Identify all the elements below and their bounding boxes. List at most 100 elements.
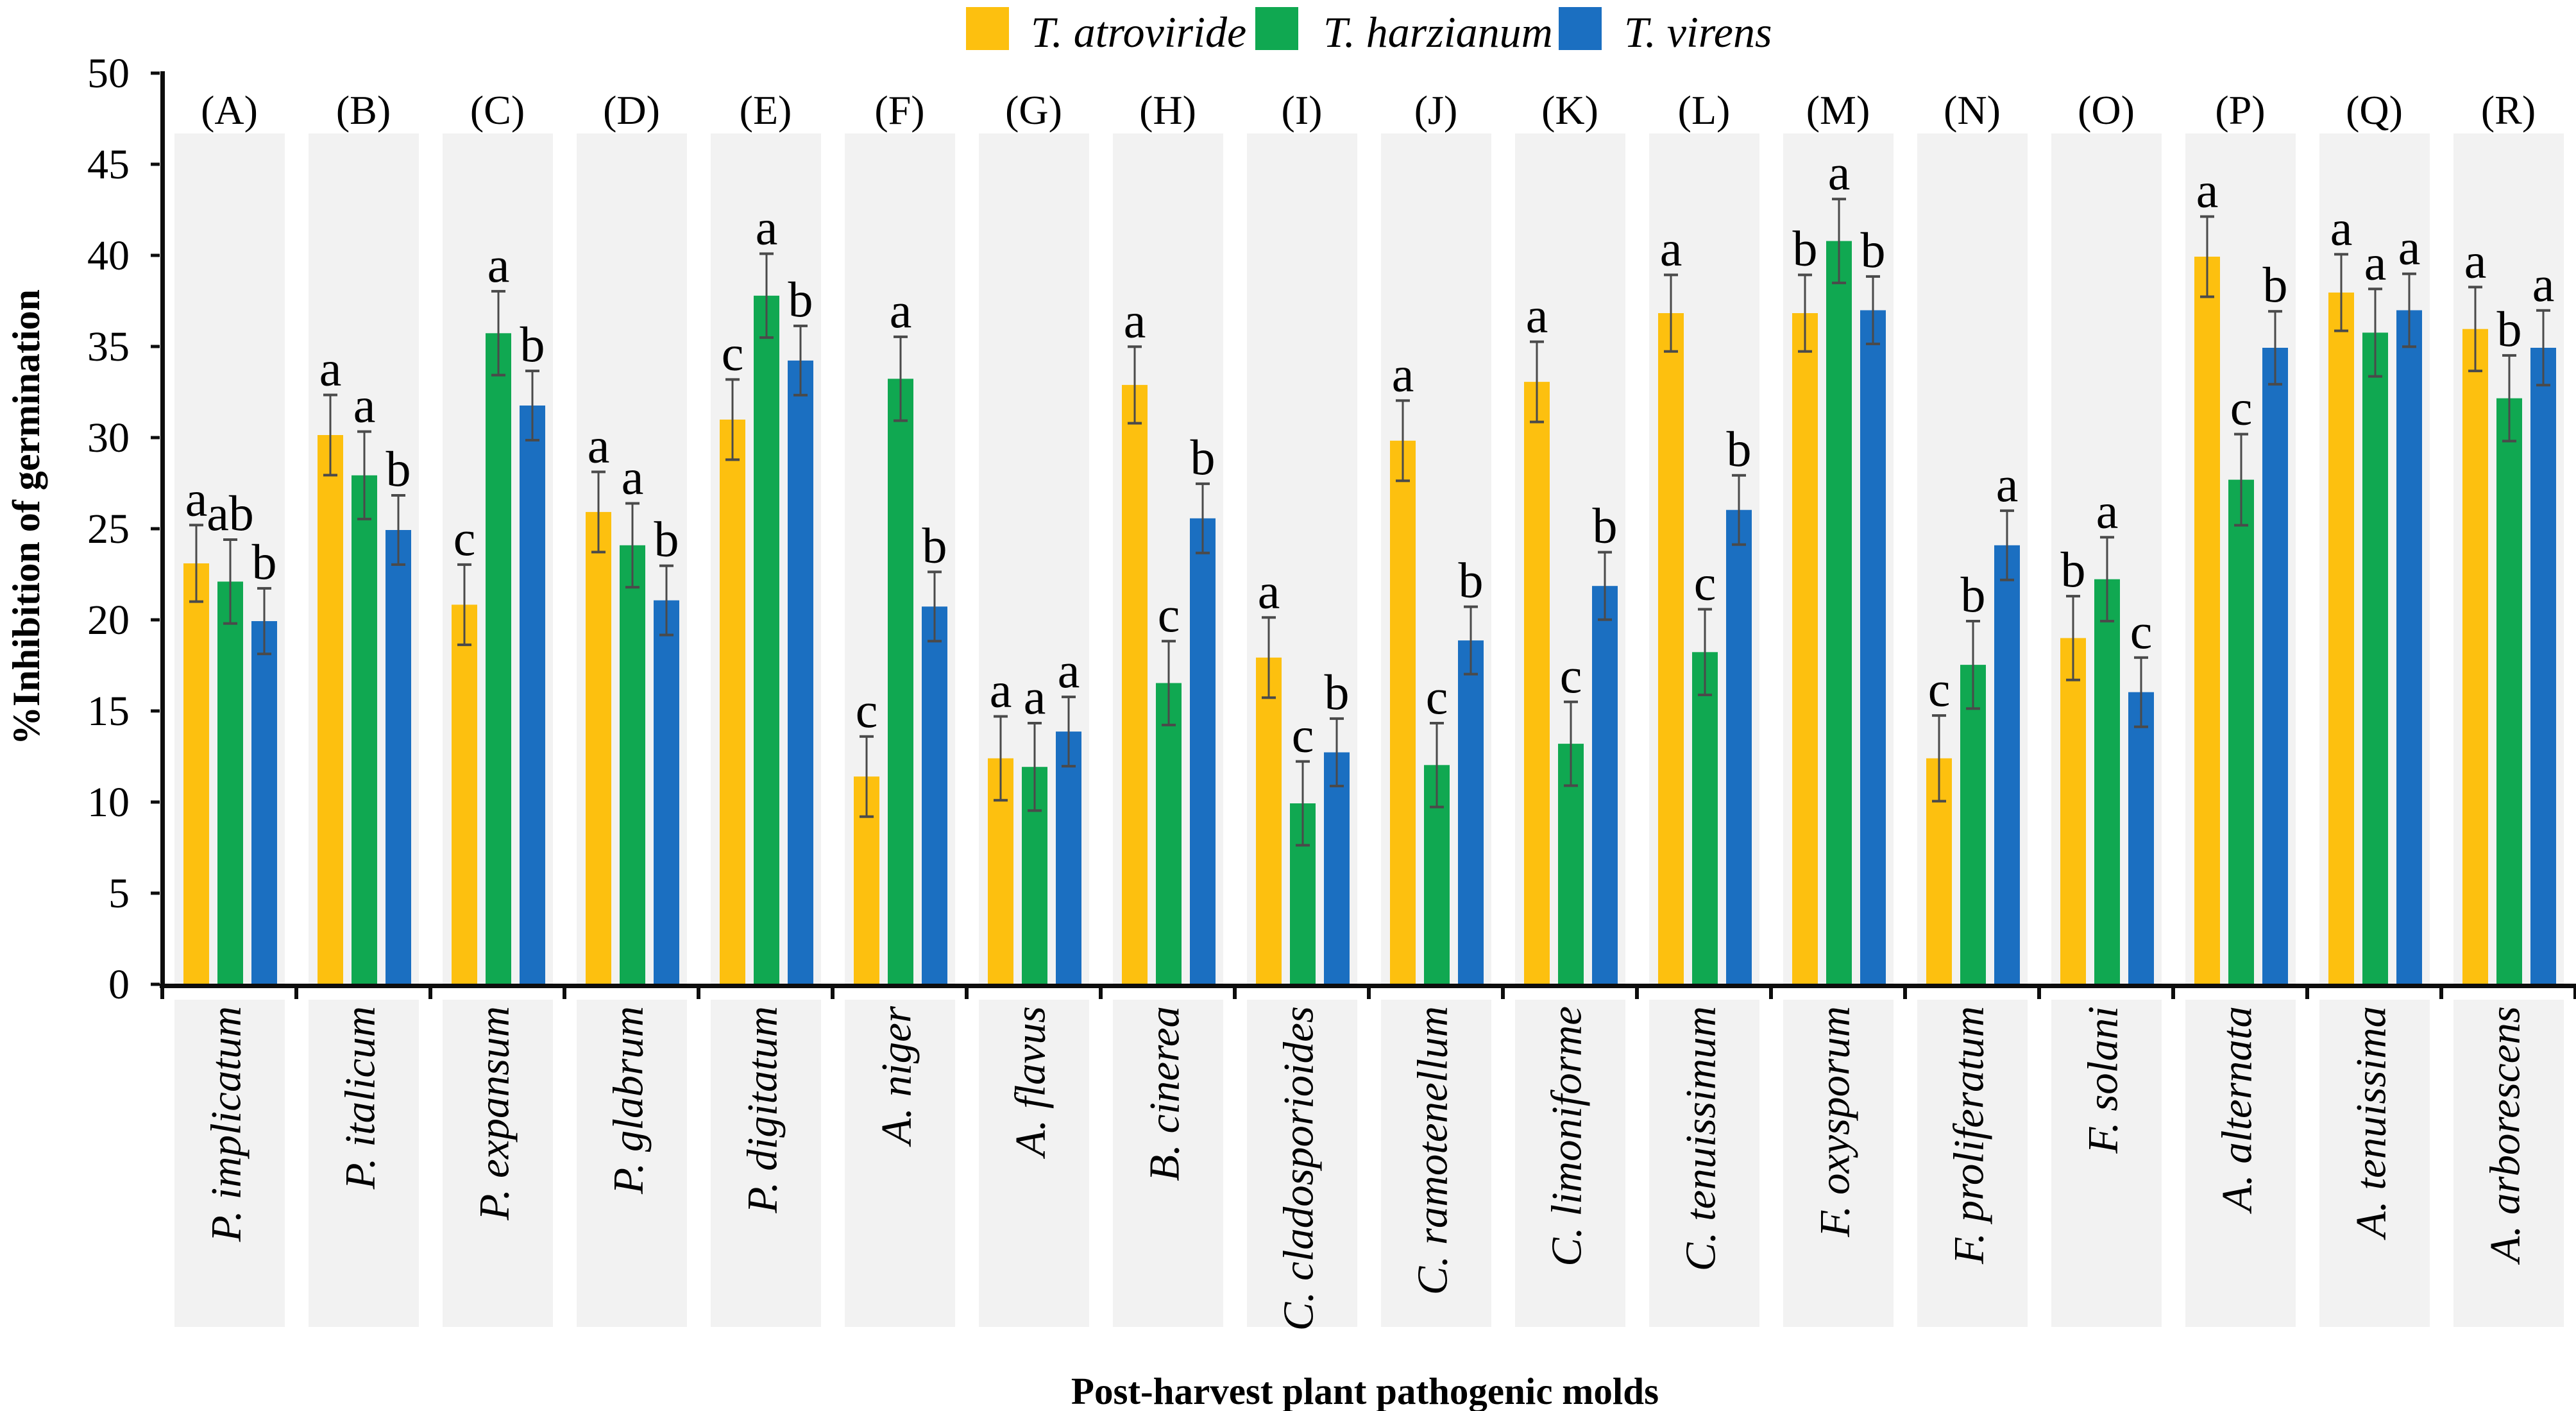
svg-text:b: b <box>1191 429 1216 485</box>
svg-text:b: b <box>1593 498 1618 554</box>
svg-text:a: a <box>2096 483 2119 538</box>
svg-text:P. digitatum: P. digitatum <box>739 1006 786 1214</box>
svg-text:c: c <box>2130 603 2153 659</box>
svg-text:a: a <box>1058 642 1080 698</box>
svg-text:20: 20 <box>87 597 130 644</box>
svg-text:a: a <box>1024 669 1046 724</box>
svg-text:a: a <box>890 282 912 338</box>
svg-text:40: 40 <box>87 232 130 279</box>
svg-text:F. oxysporum: F. oxysporum <box>1811 1006 1859 1238</box>
svg-text:(E): (E) <box>740 87 792 133</box>
svg-text:(K): (K) <box>1541 87 1598 133</box>
svg-text:c: c <box>1292 707 1314 763</box>
svg-text:c: c <box>1158 586 1180 642</box>
svg-text:(F): (F) <box>874 87 924 133</box>
svg-text:a: a <box>1392 346 1414 402</box>
svg-text:(I): (I) <box>1282 87 1323 133</box>
svg-text:A. flavus: A. flavus <box>1007 1006 1055 1159</box>
svg-text:15: 15 <box>87 688 130 735</box>
svg-text:a: a <box>2464 232 2487 288</box>
svg-text:25: 25 <box>87 506 130 552</box>
svg-text:(L): (L) <box>1678 87 1731 133</box>
svg-text:C. tenuissimum: C. tenuissimum <box>1677 1006 1725 1271</box>
svg-text:(B): (B) <box>336 87 391 133</box>
svg-text:P. implicatum: P. implicatum <box>203 1006 250 1242</box>
svg-text:(Q): (Q) <box>2346 87 2403 133</box>
svg-text:(J): (J) <box>1414 87 1458 133</box>
svg-text:a: a <box>1124 292 1146 348</box>
svg-text:C. cladosporioides: C. cladosporioides <box>1275 1006 1323 1331</box>
svg-text:P. expansum: P. expansum <box>471 1006 518 1221</box>
svg-text:(D): (D) <box>603 87 660 133</box>
svg-text:ab: ab <box>207 485 254 541</box>
svg-text:b: b <box>922 517 947 573</box>
svg-text:(P): (P) <box>2215 87 2265 133</box>
svg-text:0: 0 <box>108 961 130 1008</box>
svg-text:a: a <box>353 377 376 433</box>
svg-text:(O): (O) <box>2078 87 2135 133</box>
svg-text:5: 5 <box>108 870 130 917</box>
svg-text:c: c <box>2230 380 2253 436</box>
svg-text:b: b <box>1727 421 1752 477</box>
svg-text:a: a <box>2330 200 2353 255</box>
svg-text:C. ramotenellum: C. ramotenellum <box>1409 1006 1457 1295</box>
svg-text:%Inhibition of germination: %Inhibition of germination <box>5 289 47 745</box>
svg-text:b: b <box>386 441 411 497</box>
svg-text:(G): (G) <box>1005 87 1062 133</box>
svg-text:a: a <box>990 662 1012 718</box>
svg-text:F. solani: F. solani <box>2080 1006 2127 1154</box>
svg-text:T. virens: T. virens <box>1624 8 1772 56</box>
svg-text:45: 45 <box>87 141 130 188</box>
svg-text:a: a <box>756 199 778 255</box>
svg-text:b: b <box>252 534 277 590</box>
svg-text:A. alternata: A. alternata <box>2214 1006 2261 1214</box>
svg-text:(M): (M) <box>1806 87 1870 133</box>
svg-text:a: a <box>2364 234 2387 290</box>
svg-text:B. cinerea: B. cinerea <box>1141 1006 1189 1181</box>
svg-text:A. tenuissima: A. tenuissima <box>2348 1006 2395 1240</box>
svg-text:C. limoniforme: C. limoniforme <box>1543 1006 1591 1267</box>
svg-text:30: 30 <box>87 415 130 461</box>
svg-text:P. italicum: P. italicum <box>337 1006 384 1190</box>
svg-text:a: a <box>1660 220 1682 276</box>
svg-text:a: a <box>1526 287 1548 343</box>
svg-text:b: b <box>1861 222 1886 278</box>
svg-text:T. atroviride: T. atroviride <box>1031 8 1246 56</box>
svg-text:b: b <box>1961 567 1986 622</box>
svg-text:a: a <box>622 449 644 505</box>
svg-text:T. harzianum: T. harzianum <box>1323 8 1553 56</box>
svg-text:a: a <box>319 341 342 397</box>
svg-text:50: 50 <box>87 50 130 97</box>
svg-text:b: b <box>788 271 813 327</box>
svg-text:a: a <box>1996 456 2019 512</box>
svg-text:b: b <box>2263 257 2288 312</box>
svg-text:b: b <box>654 511 679 567</box>
svg-text:a: a <box>185 470 208 526</box>
svg-text:b: b <box>1793 220 1818 276</box>
svg-text:a: a <box>2398 219 2421 275</box>
svg-text:(H): (H) <box>1139 87 1196 133</box>
svg-text:(C): (C) <box>470 87 525 133</box>
svg-text:b: b <box>1459 552 1484 608</box>
svg-text:A. niger: A. niger <box>873 1005 920 1147</box>
svg-text:a: a <box>2196 162 2219 218</box>
svg-text:c: c <box>1928 661 1951 717</box>
svg-text:P. glabrum: P. glabrum <box>605 1006 652 1195</box>
svg-text:a: a <box>2532 256 2555 312</box>
svg-text:a: a <box>1828 144 1851 200</box>
svg-text:(R): (R) <box>2481 87 2536 133</box>
svg-text:b: b <box>520 316 545 372</box>
svg-text:a: a <box>588 417 610 473</box>
svg-text:c: c <box>453 510 476 566</box>
svg-text:a: a <box>1258 563 1280 619</box>
svg-text:(A): (A) <box>201 87 258 133</box>
svg-text:c: c <box>722 325 744 381</box>
svg-text:10: 10 <box>87 779 130 826</box>
svg-text:A. arborescens: A. arborescens <box>2482 1006 2529 1265</box>
svg-text:c: c <box>1426 669 1448 724</box>
svg-text:b: b <box>2497 301 2522 357</box>
svg-text:b: b <box>2061 542 2086 597</box>
svg-text:c: c <box>1694 555 1716 611</box>
svg-text:a: a <box>487 237 510 293</box>
svg-text:c: c <box>1560 647 1582 703</box>
